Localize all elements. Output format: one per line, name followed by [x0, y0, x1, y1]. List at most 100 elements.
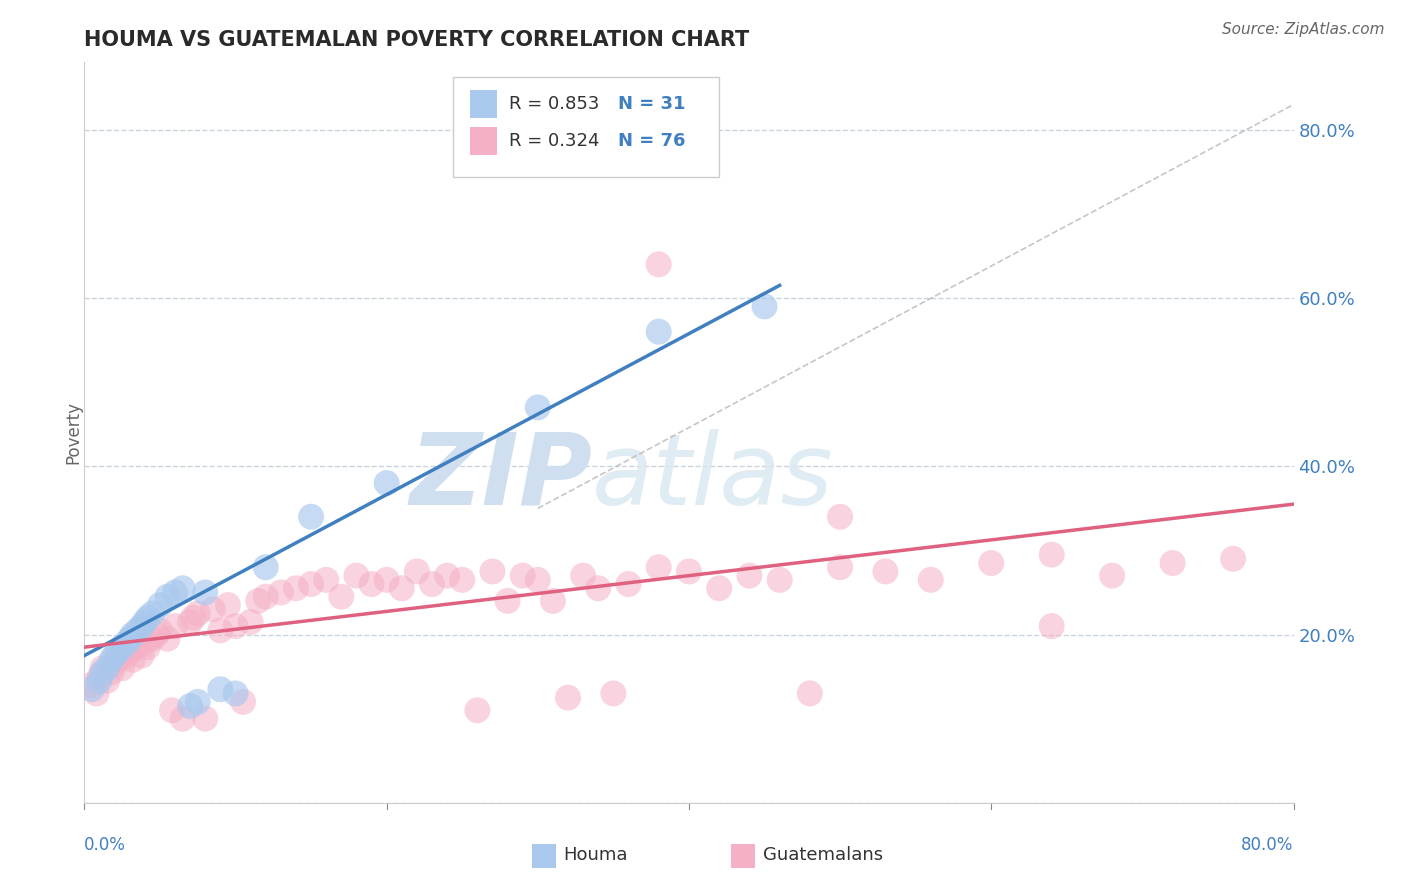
Point	[127, 640, 149, 655]
Point	[225, 686, 247, 700]
Text: R = 0.853: R = 0.853	[509, 95, 599, 113]
Point	[136, 640, 159, 655]
Point	[920, 573, 942, 587]
FancyBboxPatch shape	[531, 844, 555, 868]
Point	[830, 560, 852, 574]
Point	[149, 624, 172, 638]
Point	[1101, 568, 1123, 582]
Text: N = 76: N = 76	[617, 132, 685, 150]
Point	[346, 568, 368, 582]
Point	[541, 594, 564, 608]
Point	[100, 665, 122, 680]
Point	[160, 703, 183, 717]
Point	[420, 577, 443, 591]
Text: Guatemalans: Guatemalans	[762, 846, 883, 863]
Point	[172, 581, 194, 595]
Point	[557, 690, 579, 705]
Point	[89, 673, 111, 688]
Point	[1161, 556, 1184, 570]
Point	[107, 644, 129, 658]
Point	[1040, 619, 1063, 633]
Text: Houma: Houma	[564, 846, 627, 863]
Point	[648, 560, 671, 574]
Point	[181, 610, 204, 624]
Point	[80, 682, 103, 697]
Point	[648, 325, 671, 339]
Point	[602, 686, 624, 700]
Point	[86, 686, 108, 700]
Point	[360, 577, 382, 591]
Point	[285, 581, 308, 595]
Point	[648, 257, 671, 271]
Point	[146, 627, 169, 641]
Point	[107, 653, 129, 667]
Point	[96, 661, 118, 675]
Point	[830, 509, 852, 524]
Point	[980, 556, 1002, 570]
Point	[91, 661, 114, 675]
Point	[194, 585, 217, 599]
Point	[179, 699, 201, 714]
Point	[141, 607, 163, 621]
Point	[201, 602, 224, 616]
FancyBboxPatch shape	[470, 90, 496, 118]
Point	[136, 610, 159, 624]
Point	[209, 624, 232, 638]
Point	[131, 648, 153, 663]
Point	[527, 401, 550, 415]
Point	[617, 577, 640, 591]
Point	[496, 594, 519, 608]
Point	[127, 624, 149, 638]
Point	[254, 560, 277, 574]
Point	[115, 648, 138, 663]
Point	[299, 577, 322, 591]
Point	[375, 573, 398, 587]
Point	[527, 573, 550, 587]
Point	[406, 565, 429, 579]
Point	[104, 648, 127, 663]
Point	[89, 670, 111, 684]
Text: R = 0.324: R = 0.324	[509, 132, 599, 150]
Point	[134, 615, 156, 629]
Text: ZIP: ZIP	[409, 428, 592, 525]
Point	[436, 568, 458, 582]
Point	[375, 476, 398, 491]
FancyBboxPatch shape	[470, 127, 496, 155]
Point	[247, 594, 270, 608]
Point	[141, 632, 163, 646]
Text: HOUMA VS GUATEMALAN POVERTY CORRELATION CHART: HOUMA VS GUATEMALAN POVERTY CORRELATION …	[84, 29, 749, 50]
Point	[194, 712, 217, 726]
Point	[799, 686, 821, 700]
Point	[100, 653, 122, 667]
Point	[121, 653, 143, 667]
Point	[149, 598, 172, 612]
Point	[187, 695, 209, 709]
Point	[172, 712, 194, 726]
Point	[118, 644, 141, 658]
Text: atlas: atlas	[592, 428, 834, 525]
Point	[179, 615, 201, 629]
Point	[111, 661, 134, 675]
Point	[115, 636, 138, 650]
Point	[217, 598, 239, 612]
Point	[467, 703, 489, 717]
Point	[1222, 551, 1244, 566]
Point	[481, 565, 503, 579]
Text: N = 31: N = 31	[617, 95, 685, 113]
Point	[225, 619, 247, 633]
Point	[254, 590, 277, 604]
Point	[709, 581, 731, 595]
Point	[156, 590, 179, 604]
Point	[187, 607, 209, 621]
FancyBboxPatch shape	[731, 844, 755, 868]
Point	[875, 565, 897, 579]
Point	[165, 619, 187, 633]
Point	[118, 632, 141, 646]
Point	[232, 695, 254, 709]
Point	[111, 640, 134, 655]
Point	[80, 678, 103, 692]
Point	[572, 568, 595, 582]
Point	[156, 632, 179, 646]
Point	[134, 636, 156, 650]
Point	[121, 627, 143, 641]
